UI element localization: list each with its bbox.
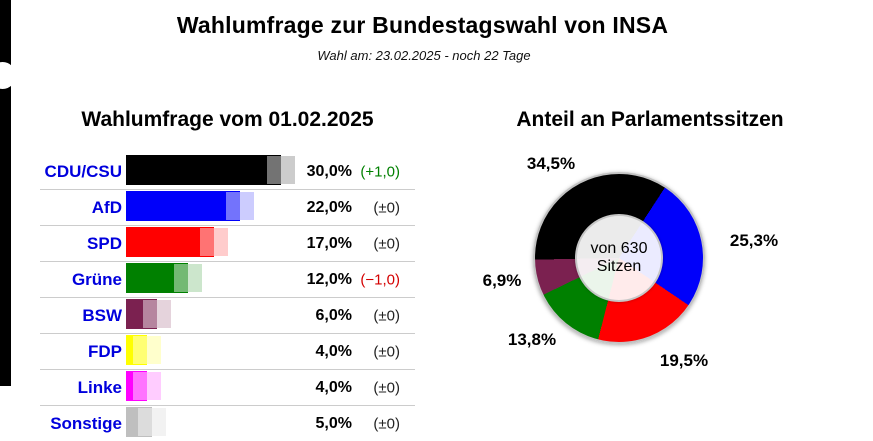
party-link[interactable]: FDP <box>88 341 122 361</box>
poll-bar <box>126 155 281 185</box>
party-link[interactable]: Grüne <box>71 269 122 289</box>
poll-change: (+1,0) <box>360 163 400 180</box>
previous-value-marker <box>143 300 157 328</box>
pie-slice-label: 25,3% <box>729 231 779 250</box>
previous-value-marker <box>267 156 281 184</box>
previous-value-marker <box>174 264 188 292</box>
poll-change: (±0) <box>373 307 400 324</box>
poll-value: 4,0% <box>315 342 352 360</box>
screen-edge-strip <box>0 0 16 386</box>
donut-center-line2: Sitzen <box>596 258 642 275</box>
previous-value-marker <box>157 300 171 328</box>
poll-change: (±0) <box>373 235 400 252</box>
poll-bar <box>126 227 214 257</box>
edge-notch <box>0 62 16 89</box>
poll-value: 4,0% <box>315 378 352 396</box>
poll-rows: CDU/CSU 30,0% (+1,0) AfD 22,0% (±0) SPD … <box>40 154 415 441</box>
previous-value-marker <box>146 336 161 364</box>
table-row: Linke 4,0% (±0) <box>40 370 415 406</box>
previous-value-marker <box>137 408 152 436</box>
poll-change: (±0) <box>373 343 400 360</box>
table-row: FDP 4,0% (±0) <box>40 334 415 370</box>
party-link[interactable]: CDU/CSU <box>44 161 122 181</box>
previous-value-marker <box>132 336 147 364</box>
donut-center: von 630 Sitzen <box>575 214 663 302</box>
pie-slice-label: 19,5% <box>659 351 709 370</box>
pie-slice-label: 6,9% <box>482 271 522 290</box>
poll-bar-chart: Wahlumfrage vom 01.02.2025 CDU/CSU 30,0%… <box>40 108 415 441</box>
donut-ring: von 630 Sitzen <box>533 172 705 344</box>
poll-value: 30,0% <box>306 162 352 180</box>
seats-chart-title: Anteil an Parlamentssitzen <box>516 108 784 131</box>
previous-value-marker <box>225 192 240 220</box>
poll-value: 6,0% <box>315 306 352 324</box>
previous-value-marker <box>239 192 254 220</box>
poll-value: 17,0% <box>306 234 352 252</box>
party-link[interactable]: SPD <box>87 233 122 253</box>
previous-value-marker <box>188 264 202 292</box>
table-row: Grüne 12,0% (−1,0) <box>40 262 415 298</box>
party-link[interactable]: Sonstige <box>50 413 122 433</box>
previous-value-marker <box>146 372 161 400</box>
previous-value-marker <box>281 156 295 184</box>
pie-slice-label: 34,5% <box>526 154 576 173</box>
donut-center-line1: von 630 <box>590 240 648 257</box>
previous-value-marker <box>213 228 228 256</box>
previous-value-marker <box>199 228 214 256</box>
pie-slice-label: 13,8% <box>507 330 557 349</box>
seats-donut-chart: Anteil an Parlamentssitzen von 630 Sitze… <box>440 108 860 438</box>
table-row: CDU/CSU 30,0% (+1,0) <box>40 154 415 190</box>
poll-bar <box>126 191 240 221</box>
poll-value: 5,0% <box>315 414 352 432</box>
previous-value-marker <box>151 408 166 436</box>
table-row: SPD 17,0% (±0) <box>40 226 415 262</box>
poll-value: 22,0% <box>306 198 352 216</box>
party-link[interactable]: BSW <box>82 305 122 325</box>
table-row: Sonstige 5,0% (±0) <box>40 406 415 441</box>
poll-change: (−1,0) <box>360 271 400 288</box>
poll-chart-title: Wahlumfrage vom 01.02.2025 <box>81 108 374 131</box>
table-row: BSW 6,0% (±0) <box>40 298 415 334</box>
poll-change: (±0) <box>373 415 400 432</box>
table-row: AfD 22,0% (±0) <box>40 190 415 226</box>
party-link[interactable]: AfD <box>91 197 122 217</box>
poll-change: (±0) <box>373 199 400 216</box>
page-subtitle: Wahl am: 23.02.2025 - noch 22 Tage <box>317 48 531 63</box>
poll-value: 12,0% <box>306 270 352 288</box>
previous-value-marker <box>132 372 147 400</box>
poll-change: (±0) <box>373 379 400 396</box>
party-link[interactable]: Linke <box>77 377 122 397</box>
page-title: Wahlumfrage zur Bundestagswahl von INSA <box>176 12 669 38</box>
